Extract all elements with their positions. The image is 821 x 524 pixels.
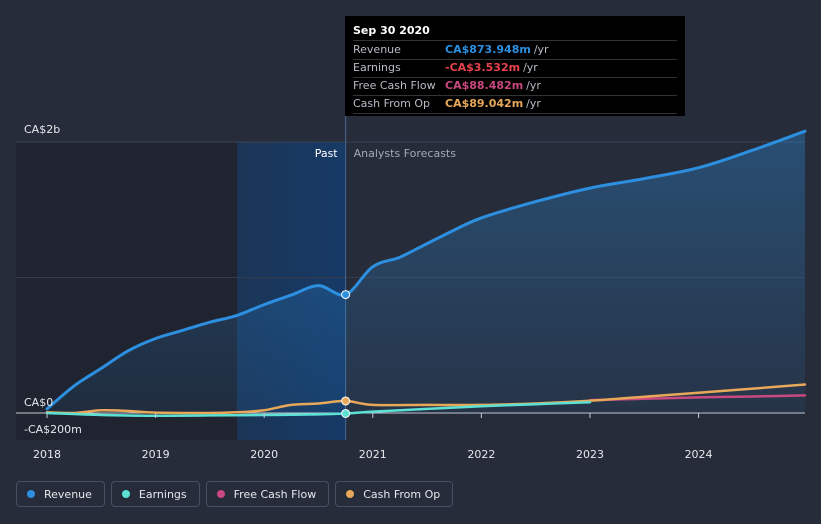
legend-item-free-cash-flow[interactable]: Free Cash Flow xyxy=(205,481,330,507)
x-tick-label: 2018 xyxy=(33,448,61,461)
tooltip-row-cash-from-op: Cash From Op CA$89.042m /yr xyxy=(353,96,677,114)
highlight-marker-cash-from-op xyxy=(341,396,351,406)
highlight-marker-revenue xyxy=(341,290,351,300)
tooltip-date: Sep 30 2020 xyxy=(353,24,677,41)
x-tick-label: 2020 xyxy=(250,448,278,461)
forecast-label: Analysts Forecasts xyxy=(354,147,457,160)
tooltip-label: Revenue xyxy=(353,43,401,56)
tooltip-label: Free Cash Flow xyxy=(353,79,436,92)
x-tick-label: 2022 xyxy=(467,448,495,461)
tooltip-unit: /yr xyxy=(533,43,549,56)
tooltip-row-revenue: Revenue CA$873.948m /yr xyxy=(353,42,677,60)
earnings-line xyxy=(45,400,592,417)
legend-dot-icon xyxy=(27,490,35,498)
tooltip-value: CA$873.948m xyxy=(445,43,531,56)
y-label-top: CA$2b xyxy=(24,123,60,136)
tooltip-unit: /yr xyxy=(526,97,541,110)
x-tick-label: 2021 xyxy=(359,448,387,461)
legend-item-cash-from-op[interactable]: Cash From Op xyxy=(335,481,454,507)
tooltip-value: CA$89.042m xyxy=(445,97,524,110)
legend: Revenue Earnings Free Cash Flow Cash Fro… xyxy=(16,481,454,507)
tooltip-unit: /yr xyxy=(523,61,538,74)
legend-dot-icon xyxy=(216,490,225,498)
y-label-bottom: -CA$200m xyxy=(24,423,82,436)
x-tick-label: 2023 xyxy=(576,448,604,461)
legend-label: Cash From Op xyxy=(363,487,441,501)
tooltip-unit: /yr xyxy=(526,79,541,92)
tooltip: Sep 30 2020 Revenue CA$873.948m /yr Earn… xyxy=(345,16,685,116)
past-label: Past xyxy=(315,147,339,160)
x-tick-label: 2019 xyxy=(142,448,170,461)
legend-item-revenue[interactable]: Revenue xyxy=(16,481,105,507)
tooltip-label: Cash From Op xyxy=(353,97,431,110)
tooltip-row-free-cash-flow: Free Cash Flow CA$88.482m /yr xyxy=(353,78,677,96)
tooltip-value: -CA$3.532m xyxy=(445,61,521,74)
legend-dot-icon xyxy=(346,490,355,498)
highlight-marker-earnings xyxy=(341,408,351,418)
legend-label: Revenue xyxy=(44,487,92,501)
legend-dot-icon xyxy=(121,490,130,498)
tooltip-row-earnings: Earnings -CA$3.532m /yr xyxy=(353,60,677,78)
legend-label: Earnings xyxy=(138,487,187,501)
cash-from-op-line xyxy=(45,383,807,415)
tooltip-label: Earnings xyxy=(353,61,401,74)
x-tick-label: 2024 xyxy=(685,448,713,461)
revenue-area xyxy=(47,131,805,413)
y-label-zero: CA$0 xyxy=(24,396,53,409)
legend-item-earnings[interactable]: Earnings xyxy=(110,481,200,507)
tooltip-value: CA$88.482m xyxy=(445,79,524,92)
legend-label: Free Cash Flow xyxy=(233,487,317,501)
